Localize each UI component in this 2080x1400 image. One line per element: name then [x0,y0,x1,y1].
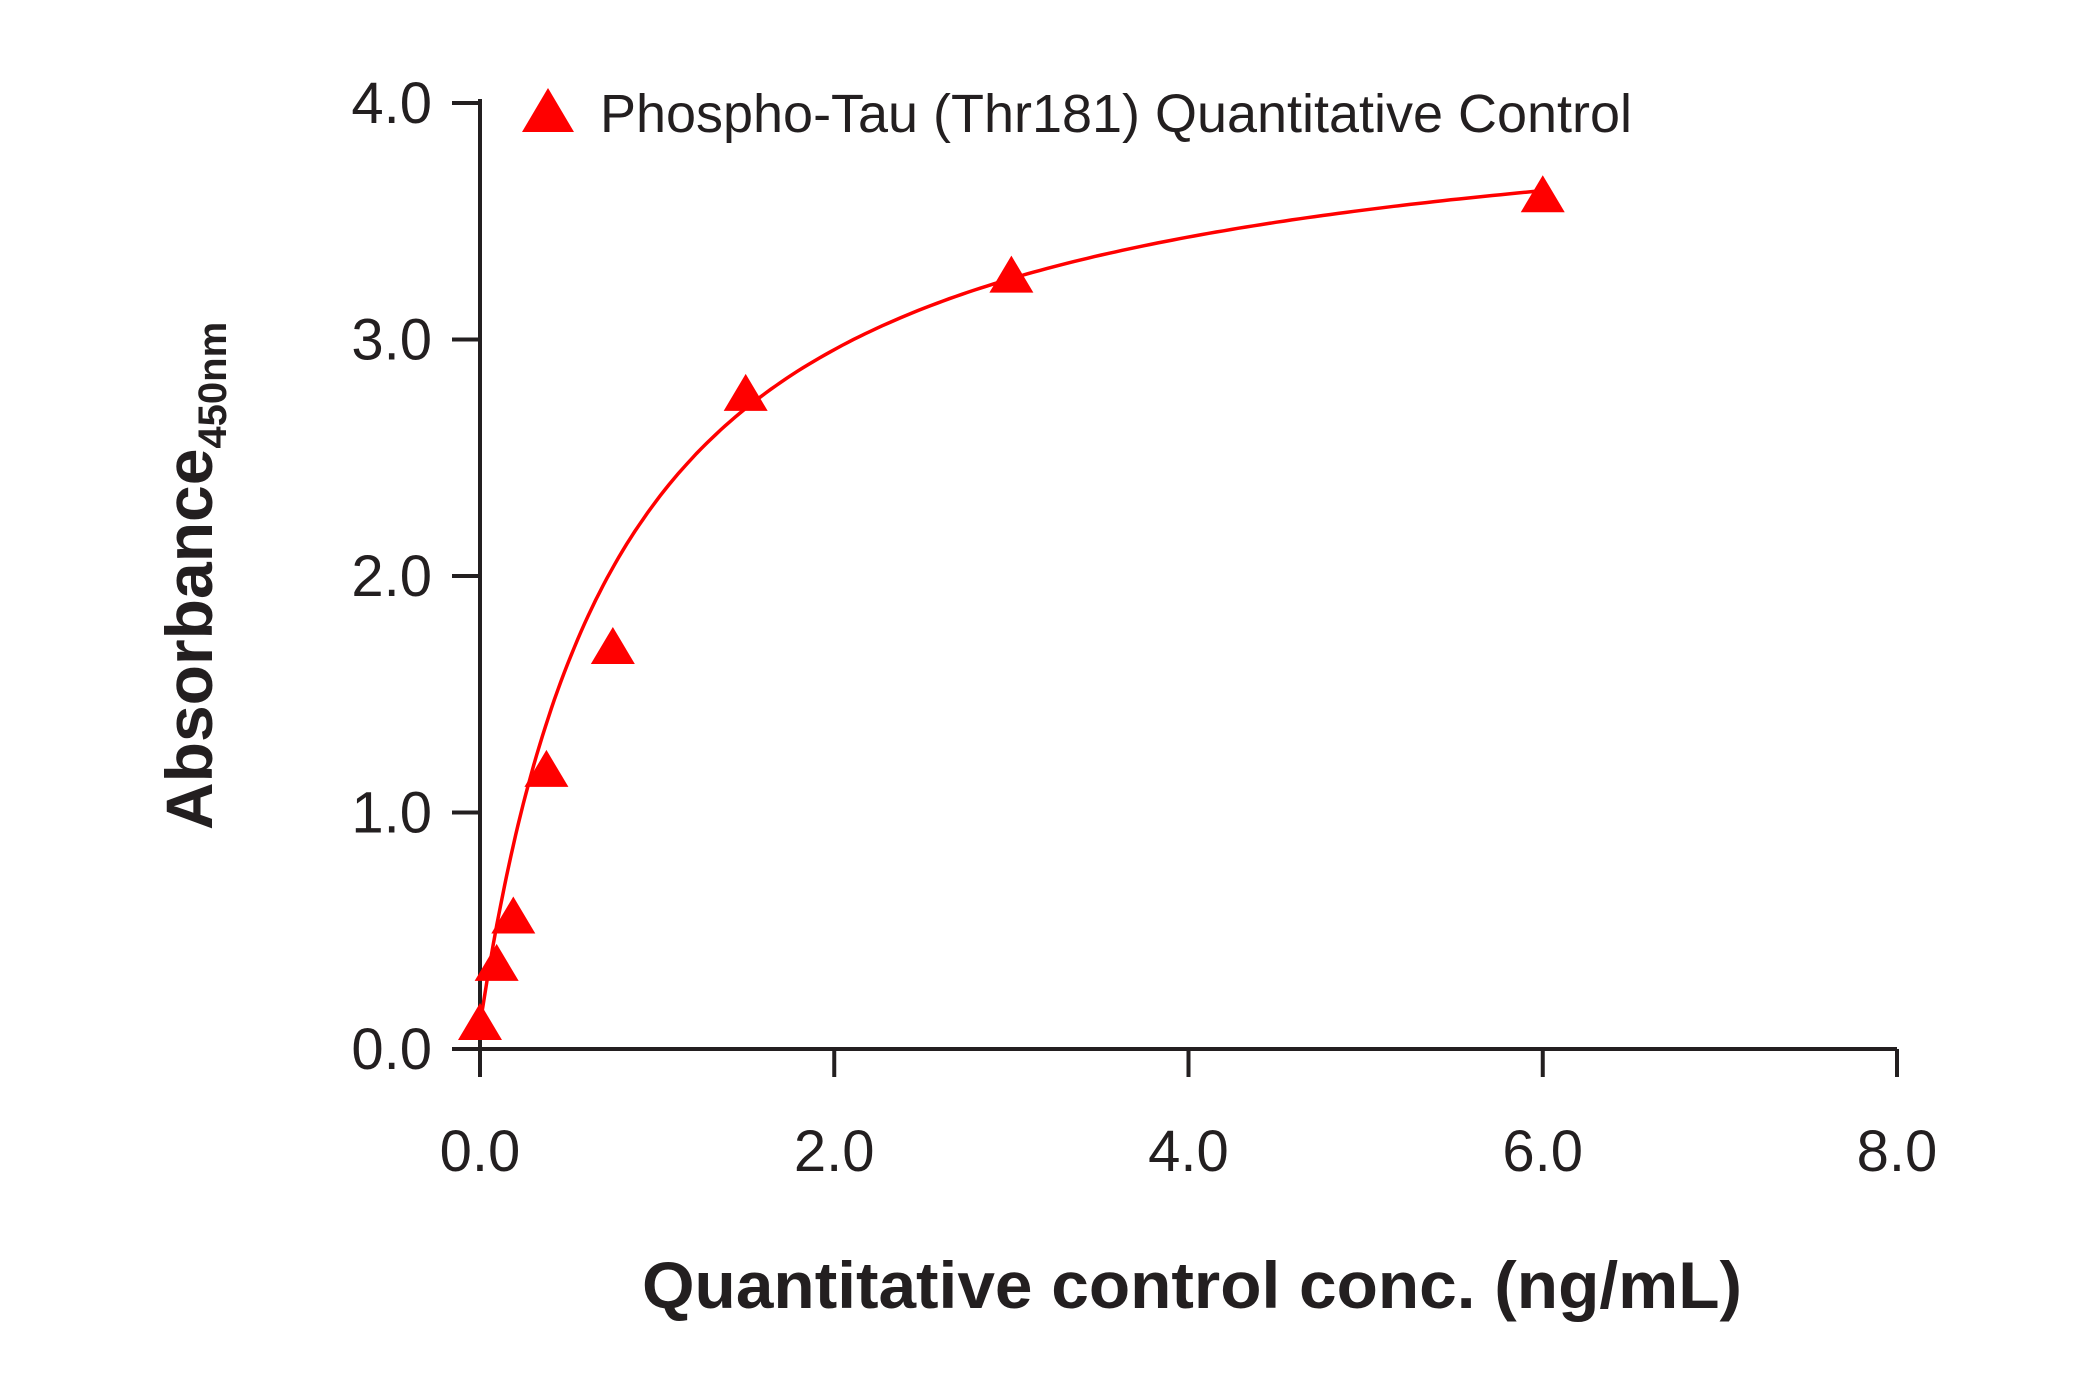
data-point [989,255,1034,293]
fit-curve [478,188,1543,1026]
y-tick-label: 1.0 [351,781,432,846]
data-point [524,749,569,787]
legend-triangle-icon [522,88,574,132]
x-axis-title: Quantitative control conc. (ng/mL) [642,1248,1742,1322]
data-point [590,626,635,664]
legend-label: Phospho-Tau (Thr181) Quantitative Contro… [600,84,1632,144]
y-tick-label: 4.0 [351,71,432,136]
y-axis-title: Absorbance450nm [152,322,235,830]
data-point [1520,175,1565,213]
y-axis-title-subscript: 450nm [191,322,235,449]
x-tick-label: 8.0 [1857,1119,1938,1184]
axes: 0.0 1.0 2.0 3.0 4.0 0.0 2.0 4.0 6.0 8.0 [351,71,1937,1184]
legend: Phospho-Tau (Thr181) Quantitative Contro… [522,84,1632,144]
x-tick-label: 6.0 [1502,1119,1583,1184]
data-point [474,943,519,981]
y-tick-label: 3.0 [351,308,432,373]
x-tick-label: 0.0 [440,1119,521,1184]
data-points [458,175,1565,1040]
x-tick-label: 2.0 [794,1119,875,1184]
x-tick-label: 4.0 [1148,1119,1229,1184]
data-point [458,1002,502,1040]
y-axis-title-main: Absorbance [152,449,226,830]
data-point [491,896,536,934]
y-tick-label: 0.0 [351,1017,432,1082]
y-tick-label: 2.0 [351,544,432,609]
data-point [723,373,768,411]
